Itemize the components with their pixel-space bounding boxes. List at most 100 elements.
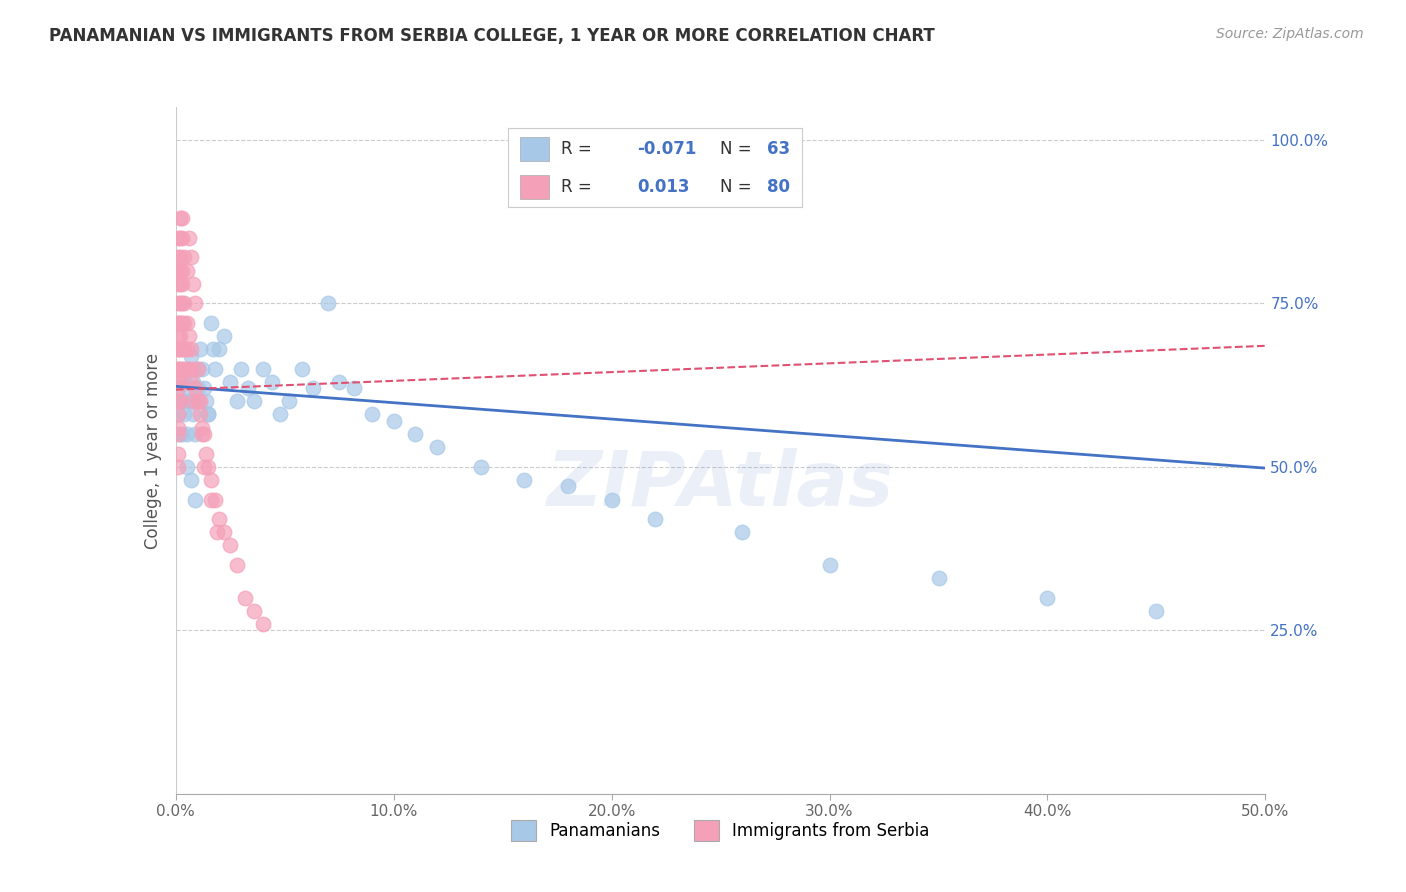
Point [193, 459, 215, 474]
Point [184, 381, 207, 395]
Point [188, 408, 211, 422]
Point [188, 342, 211, 356]
Point [169, 375, 191, 389]
Point [470, 459, 492, 474]
Point [177, 361, 200, 376]
Point [176, 342, 198, 356]
Point [181, 361, 204, 376]
Point [184, 492, 207, 507]
Point [172, 427, 194, 442]
Point [167, 394, 190, 409]
Point [167, 408, 190, 422]
Point [176, 263, 198, 277]
Point [167, 447, 190, 461]
Point [167, 316, 190, 330]
Point [278, 394, 301, 409]
Point [191, 361, 214, 376]
Point [181, 394, 204, 409]
Text: 63: 63 [768, 140, 790, 158]
Point [197, 459, 219, 474]
Point [176, 394, 198, 409]
Point [167, 408, 190, 422]
Point [181, 277, 204, 291]
Point [928, 571, 950, 585]
Text: Source: ZipAtlas.com: Source: ZipAtlas.com [1216, 27, 1364, 41]
Point [193, 427, 215, 442]
Text: N =: N = [720, 140, 752, 158]
Point [405, 427, 427, 442]
Point [169, 231, 191, 245]
Point [169, 361, 191, 376]
Point [173, 296, 195, 310]
Point [644, 512, 666, 526]
Point [318, 296, 340, 310]
Point [197, 408, 219, 422]
Point [343, 381, 366, 395]
Point [173, 375, 195, 389]
Point [177, 381, 200, 395]
Point [195, 394, 218, 409]
Point [231, 361, 253, 376]
Point [172, 342, 194, 356]
Point [219, 538, 242, 552]
Point [236, 381, 259, 395]
Point [167, 277, 190, 291]
Text: 80: 80 [768, 178, 790, 196]
Text: -0.071: -0.071 [637, 140, 697, 158]
Point [243, 604, 266, 618]
Point [177, 329, 200, 343]
Point [186, 361, 209, 376]
Point [177, 231, 200, 245]
Point [328, 375, 350, 389]
Legend: Panamanians, Immigrants from Serbia: Panamanians, Immigrants from Serbia [505, 814, 936, 847]
Point [200, 316, 222, 330]
Text: R =: R = [561, 178, 592, 196]
Point [169, 251, 191, 265]
Point [172, 394, 194, 409]
Point [201, 342, 224, 356]
Point [291, 361, 314, 376]
Point [169, 316, 191, 330]
Point [169, 277, 191, 291]
Point [193, 381, 215, 395]
Point [243, 394, 266, 409]
Point [208, 512, 231, 526]
Point [176, 459, 198, 474]
Point [173, 342, 195, 356]
Point [169, 211, 191, 226]
Point [382, 414, 405, 428]
Point [302, 381, 325, 395]
Point [731, 525, 754, 540]
Point [1036, 591, 1059, 605]
Point [200, 473, 222, 487]
Point [200, 492, 222, 507]
Point [167, 342, 190, 356]
Point [167, 381, 190, 395]
Point [169, 263, 191, 277]
Text: PANAMANIAN VS IMMIGRANTS FROM SERBIA COLLEGE, 1 YEAR OR MORE CORRELATION CHART: PANAMANIAN VS IMMIGRANTS FROM SERBIA COL… [49, 27, 935, 45]
Point [252, 616, 274, 631]
Point [176, 316, 198, 330]
Point [204, 492, 226, 507]
Point [176, 361, 198, 376]
FancyBboxPatch shape [520, 175, 550, 199]
Point [167, 316, 190, 330]
Point [191, 427, 214, 442]
Point [167, 231, 190, 245]
Point [169, 394, 191, 409]
Point [184, 427, 207, 442]
Point [180, 394, 202, 409]
Point [167, 342, 190, 356]
Point [173, 251, 195, 265]
Point [177, 361, 200, 376]
Point [205, 525, 228, 540]
Point [180, 375, 202, 389]
Point [180, 349, 202, 363]
Point [204, 361, 226, 376]
Point [167, 427, 190, 442]
Point [184, 394, 207, 409]
Point [252, 361, 274, 376]
Point [172, 296, 194, 310]
Point [169, 296, 191, 310]
Point [169, 342, 191, 356]
